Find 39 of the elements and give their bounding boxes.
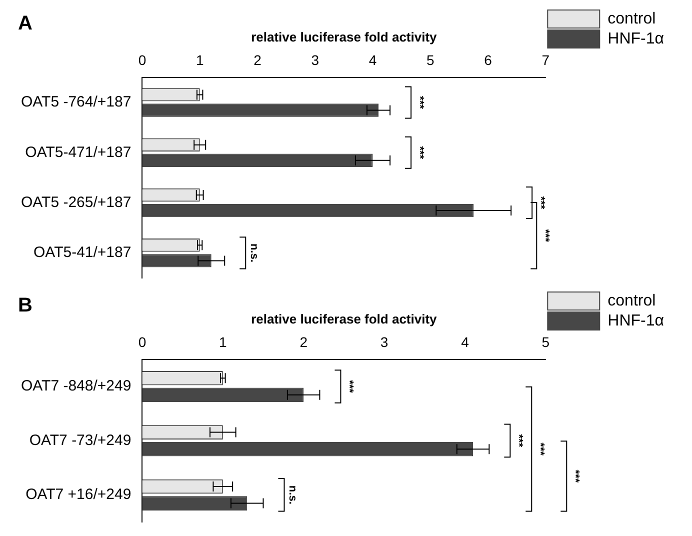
x-axis-title: relative luciferase fold activity (251, 311, 438, 326)
legend-label: HNF-1α (608, 312, 664, 330)
chart-title: A (18, 12, 32, 35)
annotation: n.s. (248, 243, 260, 262)
x-tick-label: 3 (311, 52, 320, 68)
y-tick-label: OAT5-41/+187 (34, 244, 132, 262)
annotation: *** (512, 434, 525, 448)
x-tick-label: 5 (542, 334, 550, 350)
x-tick-label: 1 (218, 334, 227, 350)
legend-label: HNF-1α (608, 30, 664, 48)
annotation: *** (414, 96, 426, 110)
y-tick-label: OAT5 -265/+187 (20, 194, 132, 211)
legend-label: control (608, 10, 656, 28)
x-tick-label: 4 (461, 334, 470, 350)
y-tick-label: OAT7 -848/+249 (20, 378, 132, 395)
legend-label: control (608, 292, 656, 310)
text: *** (569, 470, 582, 484)
y-tick-label: OAT5-471/+187 (25, 144, 132, 161)
x-tick-label: 6 (484, 52, 492, 68)
x-tick-label: 5 (426, 52, 434, 68)
x-tick-label: 2 (300, 334, 308, 350)
x-tick-label: 2 (254, 52, 262, 68)
y-tick-label: OAT5 -764/+187 (20, 94, 132, 111)
chart-title: B (18, 294, 32, 317)
y-tick-label: OAT7 +16/+249 (26, 486, 132, 504)
y-tick-label: OAT7 -73/+249 (29, 432, 132, 449)
x-axis-title: relative luciferase fold activity (251, 29, 438, 44)
x-tick-label: 3 (380, 334, 388, 350)
annotation: *** (539, 229, 552, 243)
annotation: *** (534, 196, 547, 210)
x-tick-label: 0 (138, 52, 146, 68)
x-tick-label: 4 (368, 52, 377, 68)
annotation: *** (534, 442, 546, 456)
annotation: *** (414, 146, 426, 160)
x-tick-label: 0 (138, 334, 146, 350)
annotation: *** (343, 380, 356, 394)
annotation: n.s. (286, 485, 299, 504)
x-tick-label: 1 (196, 52, 204, 68)
x-tick-label: 7 (542, 52, 550, 68)
